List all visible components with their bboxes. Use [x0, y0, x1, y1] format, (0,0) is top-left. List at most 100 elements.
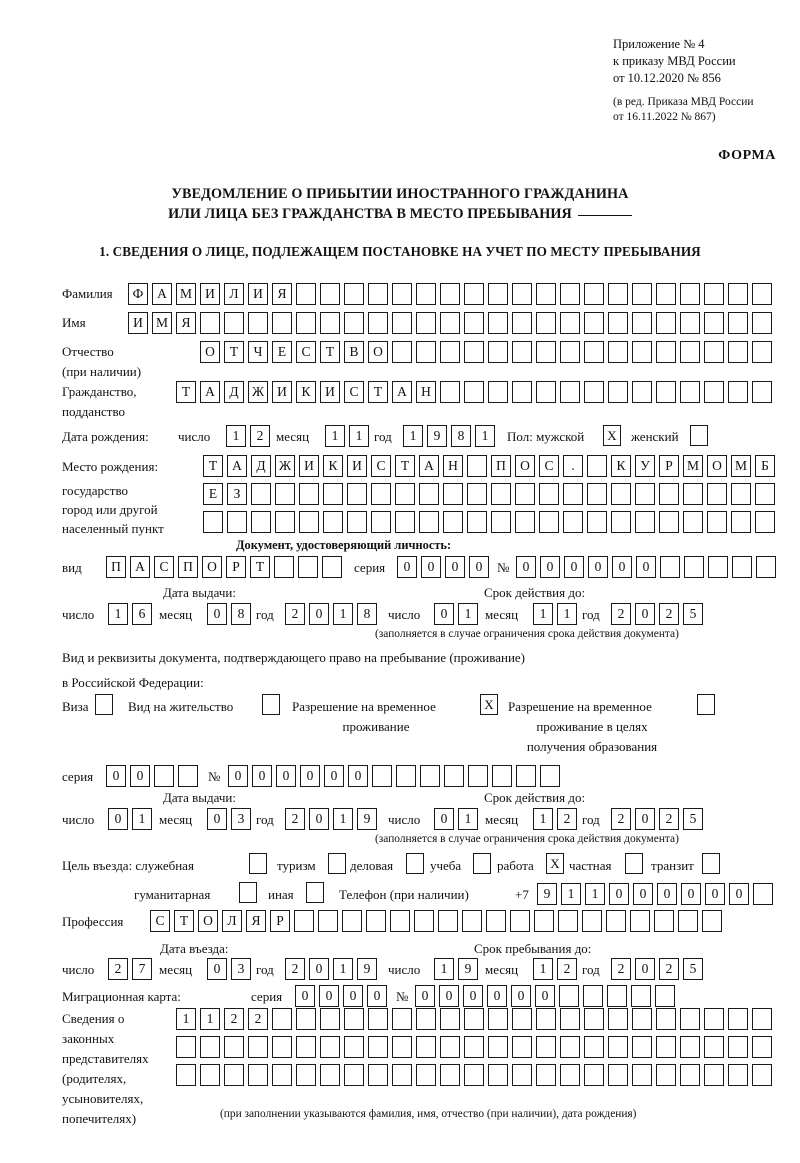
char-cell[interactable]: 2	[659, 603, 679, 625]
char-cell[interactable]	[390, 910, 410, 932]
char-cell[interactable]	[680, 381, 700, 403]
char-cell[interactable]	[486, 910, 506, 932]
char-cell[interactable]	[656, 381, 676, 403]
char-cell[interactable]: 1	[533, 808, 553, 830]
char-cell[interactable]	[560, 1064, 580, 1086]
char-cell[interactable]: К	[611, 455, 631, 477]
char-cell[interactable]	[708, 556, 728, 578]
char-cell[interactable]: 1	[403, 425, 423, 447]
char-cell[interactable]	[296, 1036, 316, 1058]
char-cell[interactable]: И	[128, 312, 148, 334]
char-cell[interactable]	[632, 381, 652, 403]
char-cell[interactable]	[752, 381, 772, 403]
char-cell[interactable]	[587, 455, 607, 477]
char-cell[interactable]	[659, 511, 679, 533]
char-cell[interactable]	[656, 312, 676, 334]
char-cell[interactable]: 1	[226, 425, 246, 447]
char-cell[interactable]: 0	[207, 808, 227, 830]
char-cell[interactable]: 0	[609, 883, 629, 905]
char-cell[interactable]: 1	[108, 603, 128, 625]
char-cell[interactable]: 0	[633, 883, 653, 905]
char-cell[interactable]	[728, 283, 748, 305]
char-cell[interactable]	[536, 1064, 556, 1086]
char-cell[interactable]	[611, 483, 631, 505]
char-cell[interactable]: 0	[564, 556, 584, 578]
char-cell[interactable]: 0	[207, 958, 227, 980]
char-cell[interactable]	[632, 283, 652, 305]
char-cell[interactable]: 3	[231, 958, 251, 980]
char-cell[interactable]	[323, 511, 343, 533]
char-cell[interactable]	[704, 1036, 724, 1058]
char-cell[interactable]	[680, 1064, 700, 1086]
char-cell[interactable]	[464, 381, 484, 403]
char-cell[interactable]: С	[150, 910, 170, 932]
char-cell[interactable]: Р	[659, 455, 679, 477]
char-cell[interactable]	[584, 381, 604, 403]
char-cell[interactable]: 1	[333, 958, 353, 980]
char-cell[interactable]	[683, 483, 703, 505]
char-cell[interactable]: Т	[203, 455, 223, 477]
char-cell[interactable]	[584, 1036, 604, 1058]
char-cell[interactable]: 1	[458, 808, 478, 830]
char-cell[interactable]: Е	[203, 483, 223, 505]
char-cell[interactable]: О	[707, 455, 727, 477]
char-cell[interactable]	[272, 1064, 292, 1086]
char-cell[interactable]	[584, 1008, 604, 1030]
char-cell[interactable]: 0	[276, 765, 296, 787]
char-cell[interactable]: О	[200, 341, 220, 363]
char-cell[interactable]: 0	[445, 556, 465, 578]
char-cell[interactable]	[440, 1008, 460, 1030]
char-cell[interactable]	[536, 1008, 556, 1030]
char-cell[interactable]: Ж	[248, 381, 268, 403]
char-cell[interactable]: 8	[451, 425, 471, 447]
char-cell[interactable]	[540, 765, 560, 787]
char-cell[interactable]	[680, 1008, 700, 1030]
char-cell[interactable]	[755, 511, 775, 533]
char-cell[interactable]	[558, 910, 578, 932]
purpose-tourism-checkbox[interactable]	[328, 853, 346, 874]
char-cell[interactable]: А	[227, 455, 247, 477]
char-cell[interactable]	[728, 312, 748, 334]
char-cell[interactable]: 0	[252, 765, 272, 787]
char-cell[interactable]	[656, 1064, 676, 1086]
char-cell[interactable]	[318, 910, 338, 932]
char-cell[interactable]: 0	[439, 985, 459, 1007]
char-cell[interactable]	[606, 910, 626, 932]
char-cell[interactable]: 0	[108, 808, 128, 830]
char-cell[interactable]: 5	[683, 958, 703, 980]
char-cell[interactable]	[630, 910, 650, 932]
char-cell[interactable]: С	[296, 341, 316, 363]
char-cell[interactable]: П	[178, 556, 198, 578]
char-cell[interactable]: 0	[612, 556, 632, 578]
char-cell[interactable]: 0	[635, 603, 655, 625]
char-cell[interactable]	[655, 985, 675, 1007]
char-cell[interactable]: Ж	[275, 455, 295, 477]
char-cell[interactable]	[440, 1064, 460, 1086]
purpose-work-checkbox[interactable]: X	[546, 853, 564, 874]
char-cell[interactable]	[323, 483, 343, 505]
char-cell[interactable]	[464, 1008, 484, 1030]
char-cell[interactable]: 0	[540, 556, 560, 578]
char-cell[interactable]	[752, 283, 772, 305]
char-cell[interactable]	[272, 1008, 292, 1030]
char-cell[interactable]	[392, 312, 412, 334]
char-cell[interactable]: 9	[458, 958, 478, 980]
char-cell[interactable]	[584, 1064, 604, 1086]
char-cell[interactable]	[440, 381, 460, 403]
char-cell[interactable]	[707, 483, 727, 505]
char-cell[interactable]	[582, 910, 602, 932]
char-cell[interactable]	[491, 511, 511, 533]
char-cell[interactable]	[731, 483, 751, 505]
char-cell[interactable]	[755, 483, 775, 505]
char-cell[interactable]: П	[491, 455, 511, 477]
char-cell[interactable]	[560, 381, 580, 403]
